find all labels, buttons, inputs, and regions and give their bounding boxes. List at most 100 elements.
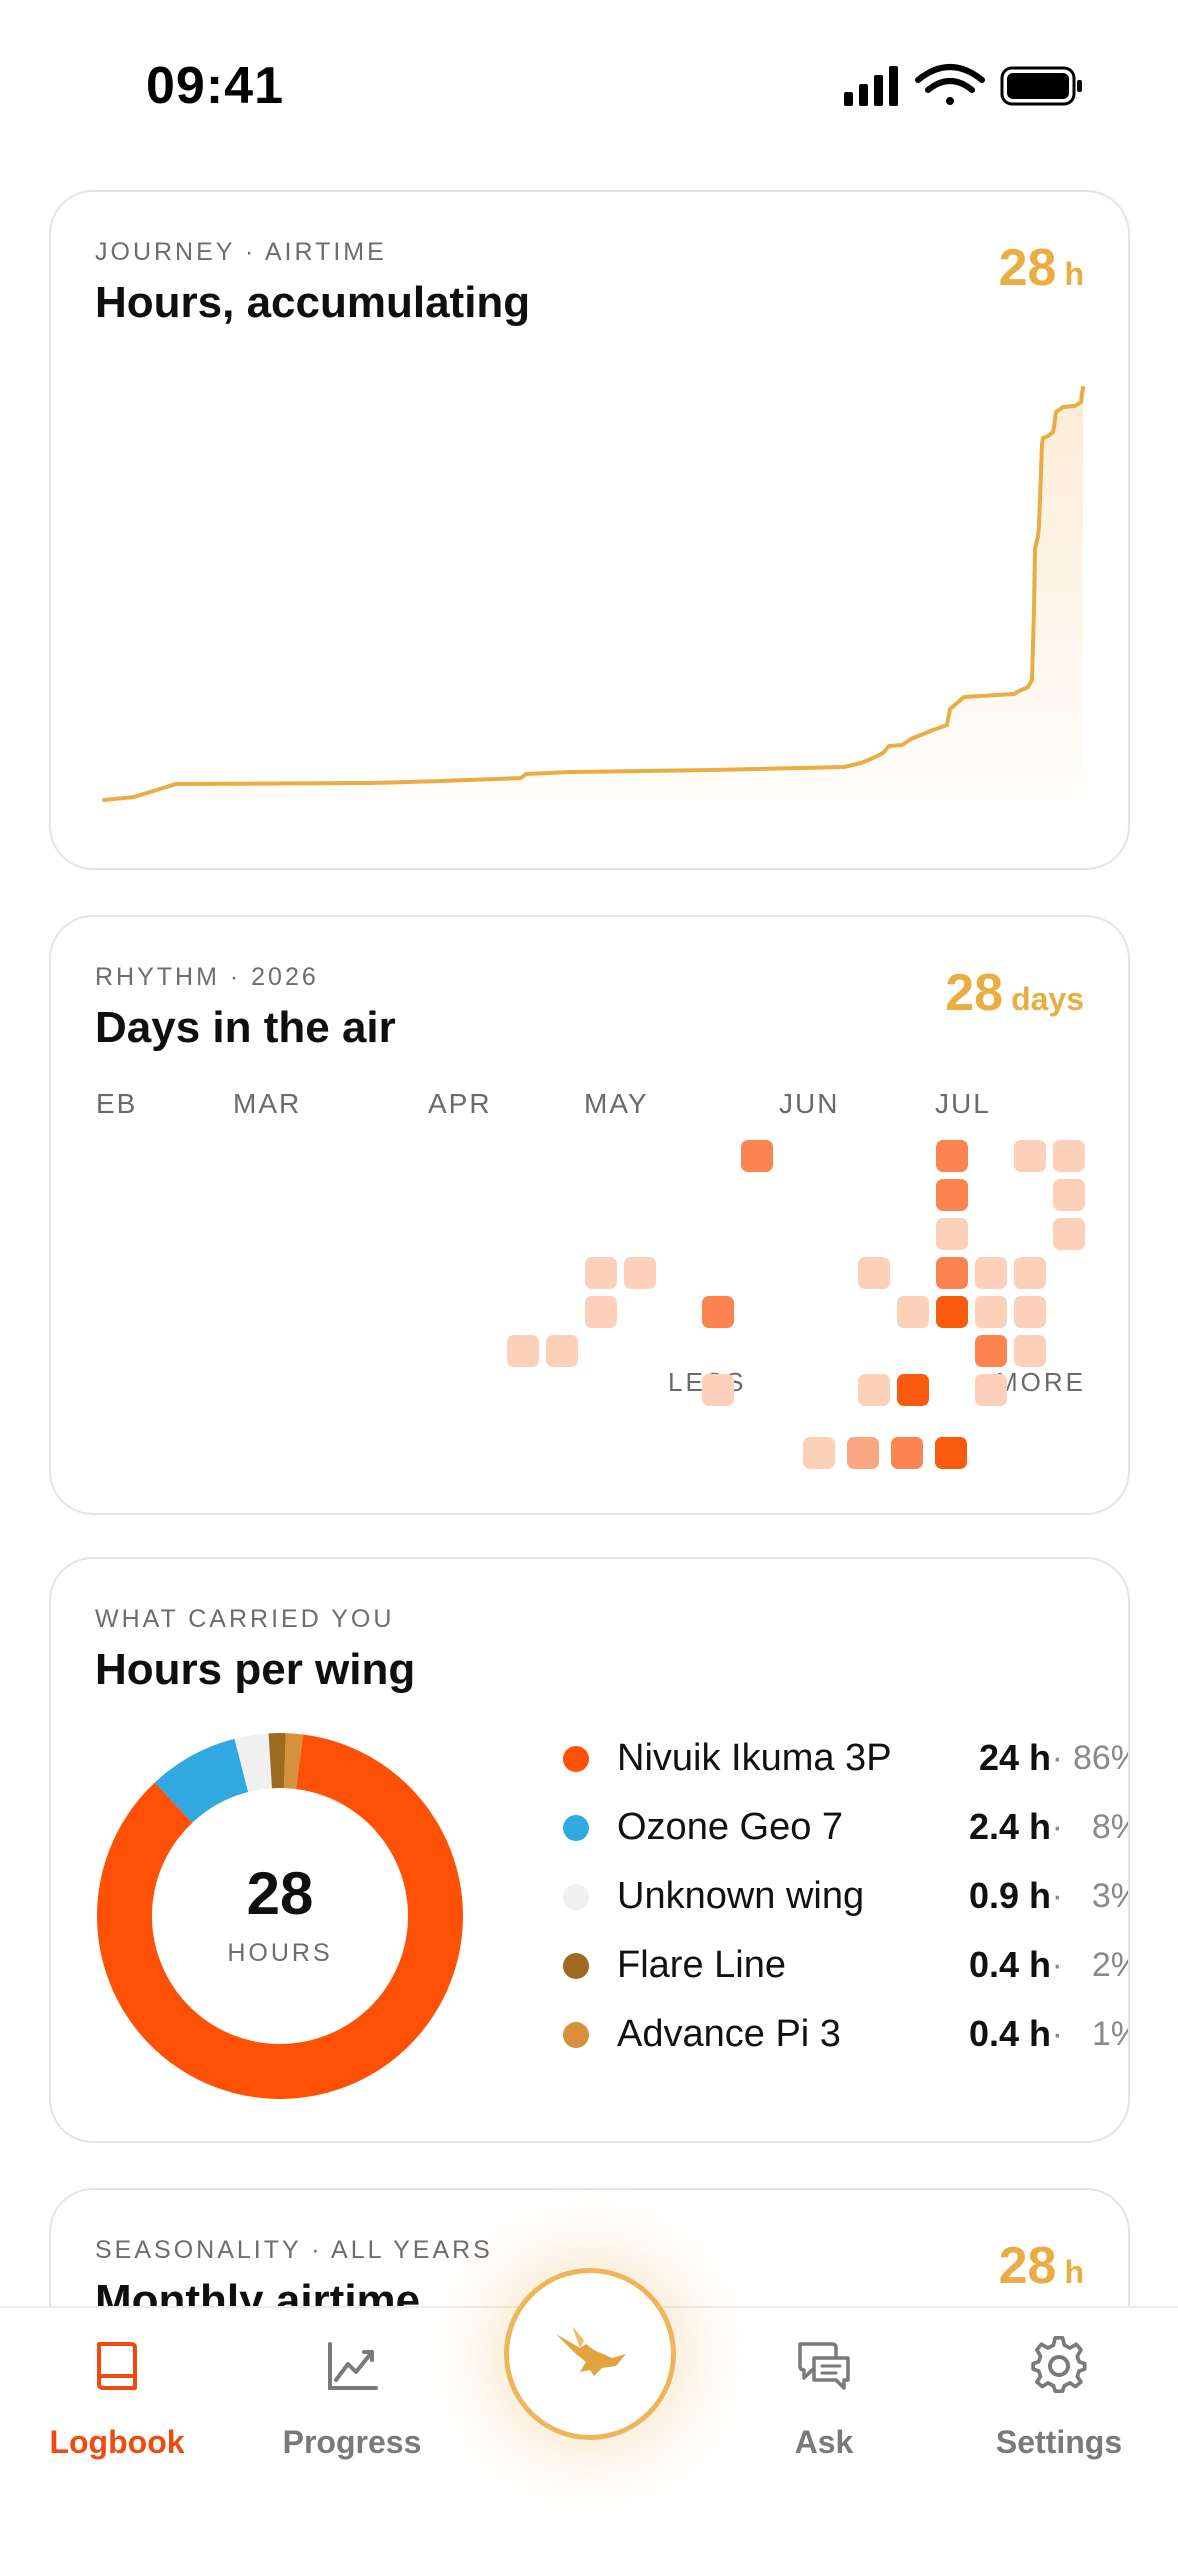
donut-segment <box>268 1733 286 1789</box>
seasonality-metric-value: 28 <box>998 2237 1057 2295</box>
wing-name: Unknown wing <box>617 1875 865 1917</box>
airtime-metric: 28 h <box>999 238 1084 298</box>
rhythm-metric-unit: days <box>1011 981 1084 1017</box>
donut-total-value: 28 <box>246 1860 314 1927</box>
heatmap-cell <box>936 1140 968 1172</box>
tab-logbook[interactable]: Logbook <box>17 2308 217 2508</box>
donut-segment <box>284 1733 303 1790</box>
donut-segment <box>96 1734 463 2099</box>
wing-separator: · <box>1051 1739 1063 1777</box>
wing-hours: 0.9 h <box>968 1875 1051 1916</box>
wing-separator: · <box>1051 1946 1063 1984</box>
month-label-jun: JUN <box>779 1088 840 1119</box>
wing-legend-row[interactable]: Flare Line 0.4 h · 2% <box>561 1940 1128 1990</box>
month-label-apr: APR <box>428 1088 492 1119</box>
heatmap-cell <box>936 1296 968 1328</box>
wing-legend-row[interactable]: Ozone Geo 7 2.4 h · 8% <box>561 1802 1128 1852</box>
wings-card[interactable]: WHAT CARRIED YOU Hours per wing 28 HOURS… <box>49 1557 1130 2143</box>
heatmap-cell <box>624 1257 656 1289</box>
wing-name: Flare Line <box>617 1944 786 1986</box>
heatmap-cell <box>1014 1257 1046 1289</box>
airtime-area <box>104 388 1083 802</box>
heatmap-cell <box>585 1296 617 1328</box>
heatmap-cell <box>897 1374 929 1406</box>
donut-segments <box>96 1733 463 2099</box>
tab-ask[interactable]: Ask <box>724 2308 924 2508</box>
book-icon <box>97 2342 137 2390</box>
rhythm-metric: 28 days <box>945 963 1084 1023</box>
heatmap-cell <box>546 1335 578 1367</box>
wing-color-dot <box>563 1815 589 1841</box>
chart-icon <box>328 2342 378 2390</box>
record-flight-button[interactable] <box>504 2268 676 2440</box>
heatmap-cell <box>858 1374 890 1406</box>
tab-label: Progress <box>282 2424 422 2460</box>
month-label-mar: MAR <box>233 1088 302 1119</box>
activity-heatmap <box>507 1140 1085 1469</box>
wing-color-dot <box>563 1746 589 1772</box>
wings-donut-chart <box>96 1733 463 2099</box>
wing-legend-row[interactable]: Unknown wing 0.9 h · 3% <box>561 1871 1128 1921</box>
tab-label: Logbook <box>49 2424 185 2460</box>
heatmap-cell <box>1053 1179 1085 1211</box>
wing-color-dot <box>563 2022 589 2048</box>
heatmap-cell <box>975 1374 1007 1406</box>
heatmap-cell <box>1053 1140 1085 1172</box>
airtime-card[interactable]: JOURNEY · AIRTIME Hours, accumulating 28… <box>49 190 1130 870</box>
heatmap-cell <box>1014 1140 1046 1172</box>
wing-name: Nivuik Ikuma 3P <box>617 1737 892 1779</box>
rhythm-eyebrow: RHYTHM · 2026 <box>95 963 319 991</box>
heatmap-cell <box>936 1257 968 1289</box>
tab-progress[interactable]: Progress <box>252 2308 452 2508</box>
wing-separator: · <box>1051 2015 1063 2053</box>
legend-swatch-4 <box>935 1437 967 1469</box>
airtime-eyebrow: JOURNEY · AIRTIME <box>95 238 387 266</box>
wing-color-dot <box>563 1953 589 1979</box>
month-label-jul: JUL <box>935 1088 991 1119</box>
heatmap-cell <box>702 1374 734 1406</box>
wing-hours: 2.4 h <box>968 1806 1051 1847</box>
wing-separator: · <box>1051 1808 1063 1846</box>
heatmap-cell <box>507 1335 539 1367</box>
month-label-feb: EB <box>96 1088 138 1119</box>
donut-total-label: HOURS <box>227 1939 333 1967</box>
heatmap-cell <box>936 1218 968 1250</box>
tab-label: Ask <box>794 2424 854 2460</box>
battery-icon <box>1000 66 1082 106</box>
wifi-icon <box>915 64 985 105</box>
rhythm-title: Days in the air <box>95 1003 396 1052</box>
donut-segment <box>154 1738 249 1823</box>
wing-legend-row[interactable]: Advance Pi 3 0.4 h · 1% <box>561 2009 1128 2059</box>
donut-segment <box>234 1733 272 1793</box>
heatmap-legend-more: MORE <box>996 1367 1086 1397</box>
wing-name: Advance Pi 3 <box>617 2013 841 2055</box>
heatmap-legend <box>803 1437 967 1469</box>
wing-legend-row[interactable]: Nivuik Ikuma 3P 24 h · 86% <box>561 1733 1128 1783</box>
seasonality-metric-unit: h <box>1064 2254 1084 2290</box>
bird-icon <box>556 2326 626 2376</box>
heatmap-cell <box>585 1257 617 1289</box>
wing-percent: 3% <box>1091 1877 1128 1915</box>
heatmap-cell <box>741 1140 773 1172</box>
seasonality-eyebrow: SEASONALITY · ALL YEARS <box>95 2236 493 2264</box>
rhythm-metric-value: 28 <box>945 964 1004 1022</box>
gear-icon <box>1031 2336 1087 2394</box>
heatmap-cell <box>1014 1296 1046 1328</box>
airtime-line <box>102 386 1085 802</box>
month-label-may: MAY <box>584 1088 649 1119</box>
wings-eyebrow: WHAT CARRIED YOU <box>95 1605 395 1633</box>
seasonality-metric: 28 h <box>999 2236 1084 2296</box>
heatmap-cells <box>507 1140 1085 1406</box>
wing-percent: 2% <box>1091 1946 1128 1984</box>
tab-settings[interactable]: Settings <box>959 2308 1159 2508</box>
wing-hours: 24 h <box>978 1737 1051 1778</box>
heatmap-cell <box>1053 1218 1085 1250</box>
airtime-metric-unit: h <box>1064 256 1084 292</box>
wing-separator: · <box>1051 1877 1063 1915</box>
heatmap-cell <box>897 1296 929 1328</box>
legend-swatch-1 <box>803 1437 835 1469</box>
airtime-metric-value: 28 <box>998 239 1057 297</box>
wing-hours: 0.4 h <box>968 2013 1051 2054</box>
wing-name: Ozone Geo 7 <box>617 1806 844 1848</box>
